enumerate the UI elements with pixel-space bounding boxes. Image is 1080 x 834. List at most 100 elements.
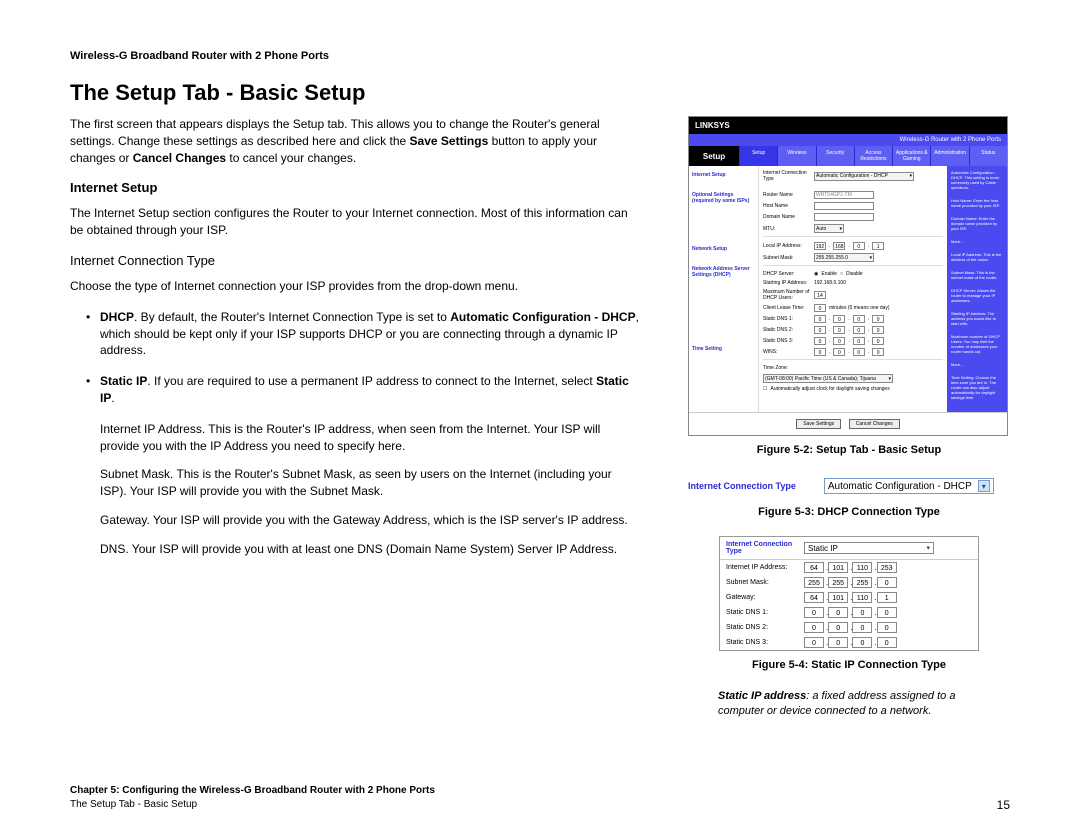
help-more-link[interactable]: More... bbox=[951, 239, 1003, 244]
oct[interactable]: 0 bbox=[853, 326, 865, 334]
ip-octet-input[interactable]: 255 bbox=[828, 577, 848, 588]
oct[interactable]: 0 bbox=[853, 315, 865, 323]
input-lease[interactable]: 0 bbox=[814, 304, 826, 312]
input-domain[interactable] bbox=[814, 213, 874, 221]
ip-octet-input[interactable]: 0 bbox=[877, 607, 897, 618]
oct[interactable]: 1 bbox=[872, 242, 884, 250]
help-text: Time Setting: Choose the time zone you a… bbox=[951, 375, 1003, 400]
bullet-static-ip: Static IP. If you are required to use a … bbox=[86, 373, 640, 407]
oct[interactable]: 0 bbox=[872, 315, 884, 323]
fig54-row: Static DNS 2:0.0.0.0 bbox=[720, 620, 978, 635]
ip-octet-input[interactable]: 64 bbox=[804, 562, 824, 573]
select-subnet[interactable]: 255.255.255.0 bbox=[814, 253, 874, 262]
lbl-wins: WINS: bbox=[763, 349, 811, 355]
oct[interactable]: 0 bbox=[872, 348, 884, 356]
figure-5-2: LINKSYS Wireless-G Router with 2 Phone P… bbox=[688, 116, 1008, 436]
sec-time: Time Setting bbox=[692, 346, 755, 352]
help-more-link[interactable]: More... bbox=[951, 362, 1003, 367]
fig54-ict-value: Static IP bbox=[808, 544, 838, 553]
internet-setup-para: The Internet Setup section configures th… bbox=[70, 205, 640, 239]
ict-intro-para: Choose the type of Internet connection y… bbox=[70, 278, 640, 295]
oct[interactable]: 192 bbox=[814, 242, 826, 250]
oct[interactable]: 0 bbox=[853, 348, 865, 356]
ip-octet-input[interactable]: 253 bbox=[877, 562, 897, 573]
ip-octet-input[interactable]: 0 bbox=[828, 607, 848, 618]
oct[interactable]: 0 bbox=[853, 337, 865, 345]
help-text: Maximum number of DHCP Users: You may li… bbox=[951, 334, 1003, 354]
ip-octet-input[interactable]: 0 bbox=[852, 637, 872, 648]
radio-enable[interactable]: ◉ bbox=[814, 271, 818, 277]
oct[interactable]: 0 bbox=[872, 326, 884, 334]
oct[interactable]: 0 bbox=[814, 337, 826, 345]
side-setup-label: Setup bbox=[689, 146, 739, 166]
lbl-dns2: Static DNS 2: bbox=[763, 327, 811, 333]
ip-octet-input[interactable]: 101 bbox=[828, 562, 848, 573]
input-host[interactable] bbox=[814, 202, 874, 210]
t: DHCP bbox=[100, 310, 134, 324]
fig54-ict-select[interactable]: Static IP bbox=[804, 542, 934, 554]
ip-octet-input[interactable]: 0 bbox=[828, 637, 848, 648]
tab-status[interactable]: Status bbox=[969, 146, 1007, 166]
oct[interactable]: 0 bbox=[853, 242, 865, 250]
oct[interactable]: 0 bbox=[814, 348, 826, 356]
oct[interactable]: 0 bbox=[833, 348, 845, 356]
ip-octet-input[interactable]: 101 bbox=[828, 592, 848, 603]
help-text: Host Name: Enter the host name provided … bbox=[951, 198, 1003, 208]
ip-octet-input[interactable]: 0 bbox=[877, 622, 897, 633]
section-labels: Internet Setup Optional Settings (requir… bbox=[689, 166, 759, 412]
oct[interactable]: 0 bbox=[833, 326, 845, 334]
lbl-host: Host Name bbox=[763, 203, 811, 209]
save-settings-button[interactable]: Save Settings bbox=[796, 419, 841, 429]
ip-octet-input[interactable]: 255 bbox=[804, 577, 824, 588]
ip-octet-input[interactable]: 0 bbox=[877, 577, 897, 588]
oct[interactable]: 0 bbox=[833, 315, 845, 323]
lbl-ict: Internet Connection Type bbox=[763, 170, 811, 182]
oct[interactable]: 0 bbox=[872, 337, 884, 345]
sub-internet-ip: Internet IP Address. This is the Router'… bbox=[100, 421, 640, 455]
static-ip-note: Static IP address: a fixed address assig… bbox=[718, 689, 980, 720]
page-number: 15 bbox=[997, 798, 1010, 812]
figure-5-2-caption: Figure 5-2: Setup Tab - Basic Setup bbox=[688, 444, 1010, 456]
ip-octet-input[interactable]: 0 bbox=[852, 622, 872, 633]
fig54-row: Subnet Mask:255.255.255.0 bbox=[720, 575, 978, 590]
input-router-name[interactable]: WRT54GP2-TM bbox=[814, 191, 874, 199]
ip-octet-input[interactable]: 0 bbox=[804, 637, 824, 648]
ip-octet-input[interactable]: 0 bbox=[804, 622, 824, 633]
nav-tabs: Setup Wireless Security Access Restricti… bbox=[739, 146, 1007, 166]
radio-disable[interactable]: ○ bbox=[840, 271, 843, 277]
tab-security[interactable]: Security bbox=[816, 146, 854, 166]
select-tz[interactable]: (GMT-08:00) Pacific Time (US & Canada); … bbox=[763, 374, 893, 383]
ip-octet-input[interactable]: 110 bbox=[852, 592, 872, 603]
oct[interactable]: 0 bbox=[814, 326, 826, 334]
cb-dst[interactable]: ☐ bbox=[763, 386, 767, 392]
tab-apps[interactable]: Applications & Gaming bbox=[892, 146, 930, 166]
val-start-ip: 192.168.0.100 bbox=[814, 280, 846, 286]
tab-access[interactable]: Access Restrictions bbox=[854, 146, 892, 166]
ip-octet-input[interactable]: 64 bbox=[804, 592, 824, 603]
ip-octet-input[interactable]: 0 bbox=[804, 607, 824, 618]
figure-5-3: Internet Connection Type Automatic Confi… bbox=[688, 474, 1008, 498]
ip-octet-input[interactable]: 0 bbox=[877, 637, 897, 648]
oct[interactable]: 0 bbox=[833, 337, 845, 345]
tab-setup[interactable]: Setup bbox=[739, 146, 777, 166]
cancel-changes-button[interactable]: Cancel Changes bbox=[849, 419, 900, 429]
tab-wireless[interactable]: Wireless bbox=[777, 146, 815, 166]
oct[interactable]: 168 bbox=[833, 242, 845, 250]
select-mtu[interactable]: Auto bbox=[814, 224, 844, 233]
lbl-dns1: Static DNS 1: bbox=[763, 316, 811, 322]
fig54-row-label: Subnet Mask: bbox=[726, 579, 804, 586]
oct[interactable]: 0 bbox=[814, 315, 826, 323]
ip-octet-input[interactable]: 255 bbox=[852, 577, 872, 588]
tab-admin[interactable]: Administration bbox=[930, 146, 968, 166]
lbl-max-users: Maximum Number of DHCP Users: bbox=[763, 289, 811, 301]
fig53-select[interactable]: Automatic Configuration - DHCP ▾ bbox=[824, 478, 994, 494]
ip-octet-input[interactable]: 1 bbox=[877, 592, 897, 603]
footer-section: The Setup Tab - Basic Setup bbox=[70, 798, 435, 812]
input-max-users[interactable]: 14 bbox=[814, 291, 826, 299]
ip-octet-input[interactable]: 0 bbox=[852, 607, 872, 618]
figure-5-3-caption: Figure 5-3: DHCP Connection Type bbox=[688, 506, 1010, 518]
lbl-domain: Domain Name bbox=[763, 214, 811, 220]
ip-octet-input[interactable]: 0 bbox=[828, 622, 848, 633]
select-ict[interactable]: Automatic Configuration - DHCP bbox=[814, 172, 914, 181]
ip-octet-input[interactable]: 110 bbox=[852, 562, 872, 573]
